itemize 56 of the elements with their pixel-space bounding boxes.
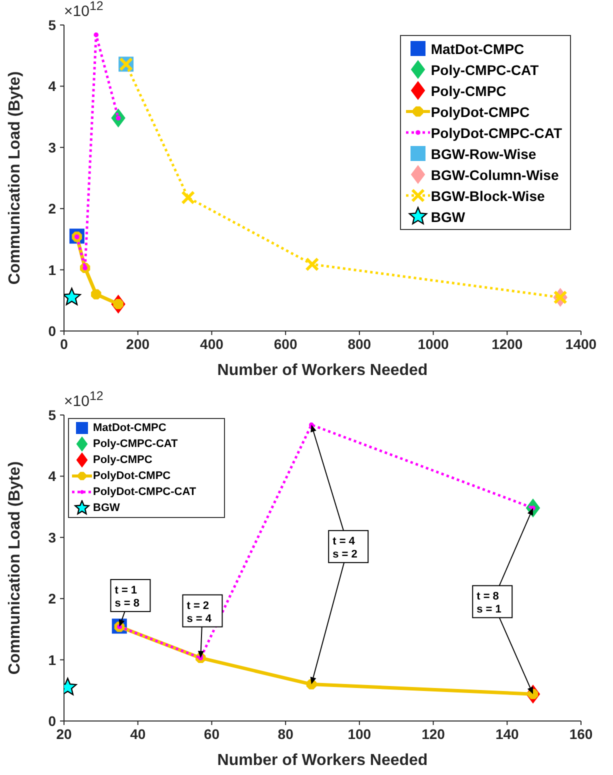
legend-label: PolyDot-CMPC-CAT [93, 486, 196, 498]
y-tick-label: 4 [48, 468, 56, 484]
x-tick-label: 100 [348, 726, 372, 742]
x-tick-label: 600 [274, 336, 298, 352]
x-tick-label: 1000 [418, 336, 450, 352]
x-tick-label: 80 [278, 726, 294, 742]
x-tick-label: 160 [569, 726, 593, 742]
x-tick-label: 200 [126, 336, 150, 352]
legend-label: Poly-CMPC-CAT [93, 438, 178, 450]
y-tick-label: 3 [48, 529, 56, 546]
x-tick-label: 20 [56, 726, 72, 742]
annotation: t = 1 s = 8 [114, 584, 140, 610]
x-tick-label: 60 [204, 726, 220, 742]
x-tick-label: 40 [130, 726, 146, 742]
x-tick-label: 0 [60, 336, 68, 352]
x-axis-title: Number of Workers Needed [217, 752, 428, 769]
legend-label: PolyDot-CMPC [93, 470, 171, 482]
x-tick-label: 120 [422, 726, 446, 742]
legend-label: Poly-CMPC-CAT [430, 62, 539, 78]
x-tick-label: 400 [200, 336, 224, 352]
point [91, 289, 102, 300]
x-tick-label: 1200 [492, 336, 523, 352]
y-axis-title: Communication Load (Byte) [6, 71, 24, 285]
y-tick-label: 0 [48, 322, 56, 339]
legend-label: BGW-Row-Wise [430, 146, 536, 162]
legend-label: MatDot-CMPC [430, 40, 524, 56]
text: ×10$^{12}$ [64, 389, 104, 410]
x-axis-title: Number of Workers Needed [217, 362, 428, 379]
point [64, 288, 81, 306]
y-tick-label: 0 [48, 712, 56, 729]
x-tick-label: 140 [495, 726, 520, 742]
point [94, 32, 98, 38]
legend-label: PolyDot-CMPC-CAT [430, 124, 562, 140]
legend-label: Poly-CMPC [93, 454, 152, 466]
legend-label: BGW [93, 502, 120, 514]
legend-label: PolyDot-CMPC [430, 104, 530, 120]
annotation: t = 8 s = 1 [476, 590, 502, 616]
y-tick-label: 5 [48, 406, 56, 423]
legend-label: BGW-Column-Wise [430, 166, 559, 182]
text: ×10$^{12}$ [64, 0, 104, 20]
y-tick-label: 5 [48, 16, 56, 33]
y-tick-label: 2 [48, 200, 56, 217]
x-tick-label: 800 [348, 336, 372, 352]
y-tick-label: 2 [48, 590, 56, 607]
legend-label: BGW [430, 208, 466, 224]
annotation: t = 4 s = 2 [332, 536, 358, 561]
y-tick-label: 3 [48, 139, 56, 156]
annotation: t = 2 s = 4 [186, 600, 212, 625]
x-tick-label: 1400 [565, 336, 597, 352]
y-axis-title: Communication Load (Byte) [6, 461, 24, 675]
y-tick-label: 1 [48, 652, 56, 668]
y-tick-label: 1 [48, 262, 56, 278]
legend-label: MatDot-CMPC [93, 422, 166, 434]
legend-label: BGW-Block-Wise [430, 188, 545, 204]
y-tick-label: 4 [48, 78, 56, 94]
legend-label: Poly-CMPC [430, 82, 506, 98]
